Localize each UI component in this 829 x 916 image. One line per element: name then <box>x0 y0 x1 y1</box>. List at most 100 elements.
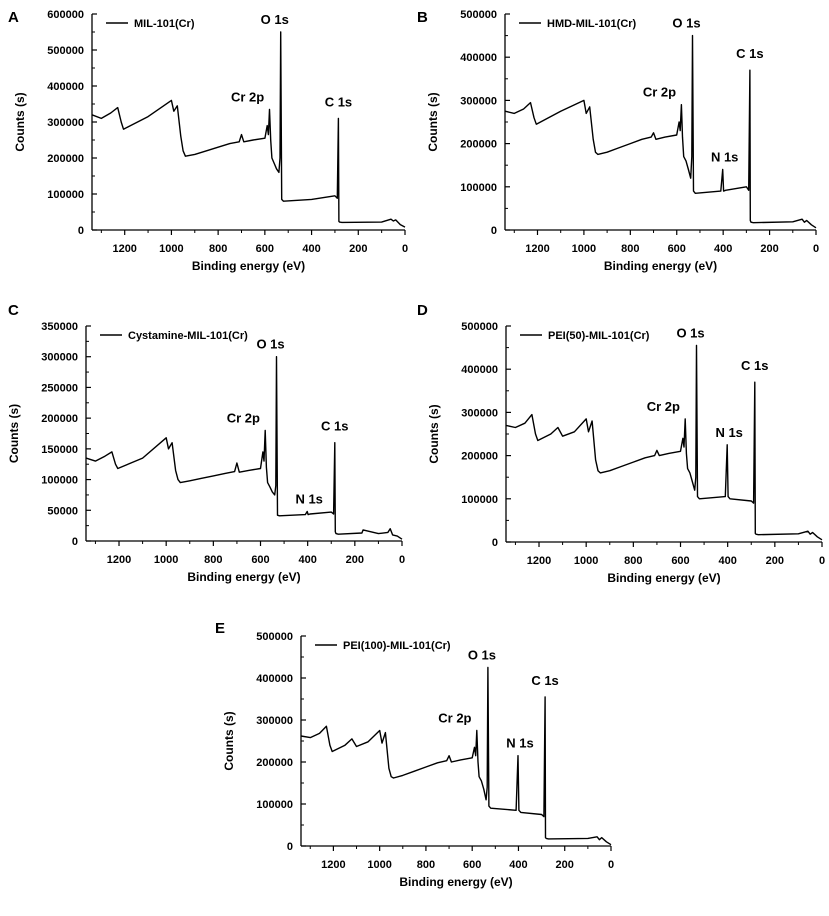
x-tick-label: 800 <box>204 554 222 566</box>
peak-label-cr-2p: Cr 2p <box>647 399 680 414</box>
y-tick-label: 200000 <box>41 413 78 425</box>
spectrum-line-d <box>505 344 823 541</box>
y-axis-title: Counts (s) <box>426 92 440 151</box>
x-axis-title: Binding energy (eV) <box>604 259 717 273</box>
x-tick-label: 1200 <box>525 243 549 255</box>
peak-label-c-1s: C 1s <box>736 46 763 61</box>
x-tick-label: 400 <box>718 555 736 567</box>
legend-label: MIL-101(Cr) <box>134 18 195 30</box>
y-tick-label: 0 <box>72 536 78 548</box>
y-tick-label: 300000 <box>460 95 497 107</box>
y-tick-label: 0 <box>491 225 497 237</box>
y-tick-label: 350000 <box>41 321 78 333</box>
panel-letter-c: C <box>8 302 19 319</box>
y-tick-label: 400000 <box>461 364 498 376</box>
x-tick-label: 600 <box>668 243 686 255</box>
x-tick-label: 0 <box>402 243 408 255</box>
y-axis-title: Counts (s) <box>7 404 21 463</box>
x-tick-label: 1000 <box>154 554 178 566</box>
x-axis-title: Binding energy (eV) <box>187 570 300 584</box>
x-tick-label: 800 <box>624 555 642 567</box>
legend-label: PEI(50)-MIL-101(Cr) <box>548 330 650 342</box>
panel-b: B 0 100000 200000 300000 400000 500000 1200 1000… <box>417 9 819 273</box>
y-tick-label: 300000 <box>47 117 84 129</box>
x-axis-title: Binding energy (eV) <box>607 571 720 585</box>
panel-e: E 0 100000 200000 300000 400000 500000 1200 1000… <box>215 620 614 889</box>
peak-label-o-1s: O 1s <box>256 337 284 352</box>
x-tick-label: 200 <box>766 555 784 567</box>
x-axis-title: Binding energy (eV) <box>399 875 512 889</box>
spectrum-line-c <box>85 356 403 540</box>
panel-letter-b: B <box>417 9 428 26</box>
x-tick-label: 1000 <box>367 859 391 871</box>
peak-label-n-1s: N 1s <box>715 425 742 440</box>
legend-label: Cystamine-MIL-101(Cr) <box>128 330 248 342</box>
x-tick-label: 400 <box>509 859 527 871</box>
panel-c: C 0 50000 100000 150000 200000 250000 300000 350… <box>7 302 405 584</box>
y-tick-label: 100000 <box>460 182 497 194</box>
y-tick-label: 600000 <box>47 9 84 21</box>
x-tick-label: 400 <box>302 243 320 255</box>
y-tick-label: 400000 <box>256 673 293 685</box>
y-tick-label: 100000 <box>47 189 84 201</box>
peak-label-n-1s: N 1s <box>506 736 533 751</box>
peak-label-n-1s: N 1s <box>711 150 738 165</box>
peak-label-o-1s: O 1s <box>676 325 704 340</box>
x-tick-label: 1000 <box>572 243 596 255</box>
x-tick-label: 800 <box>417 859 435 871</box>
x-tick-label: 800 <box>209 243 227 255</box>
x-tick-label: 400 <box>298 554 316 566</box>
peak-label-o-1s: O 1s <box>468 648 496 663</box>
peak-label-c-1s: C 1s <box>531 673 558 688</box>
y-axis-title: Counts (s) <box>222 711 236 770</box>
panel-a: A 0 100000 200000 300000 400000 500000 600000 12… <box>8 9 408 273</box>
y-tick-label: 300000 <box>256 715 293 727</box>
x-tick-label: 200 <box>556 859 574 871</box>
x-tick-label: 1200 <box>321 859 345 871</box>
x-tick-label: 200 <box>346 554 364 566</box>
y-tick-label: 500000 <box>461 321 498 333</box>
x-tick-label: 200 <box>760 243 778 255</box>
x-tick-label: 0 <box>608 859 614 871</box>
y-tick-label: 200000 <box>461 451 498 463</box>
y-tick-label: 200000 <box>256 757 293 769</box>
x-tick-label: 600 <box>671 555 689 567</box>
x-tick-label: 800 <box>621 243 639 255</box>
x-tick-label: 600 <box>256 243 274 255</box>
peak-label-c-1s: C 1s <box>741 358 768 373</box>
y-tick-label: 300000 <box>41 352 78 364</box>
x-axis-title: Binding energy (eV) <box>192 259 305 273</box>
y-tick-label: 50000 <box>47 505 78 517</box>
y-tick-label: 400000 <box>460 52 497 64</box>
peak-label-c-1s: C 1s <box>325 94 352 109</box>
legend-label: PEI(100)-MIL-101(Cr) <box>343 640 451 652</box>
x-tick-label: 1000 <box>159 243 183 255</box>
x-tick-label: 0 <box>399 554 405 566</box>
peak-label-o-1s: O 1s <box>672 16 700 31</box>
x-tick-label: 1200 <box>527 555 551 567</box>
y-tick-label: 100000 <box>256 799 293 811</box>
peak-label-n-1s: N 1s <box>295 492 322 507</box>
x-tick-label: 200 <box>349 243 367 255</box>
panel-letter-a: A <box>8 9 19 26</box>
x-tick-label: 0 <box>819 555 825 567</box>
y-tick-label: 0 <box>78 225 84 237</box>
y-tick-label: 300000 <box>461 407 498 419</box>
y-tick-label: 100000 <box>461 494 498 506</box>
panel-letter-e: E <box>215 620 225 637</box>
spectrum-line-b <box>504 34 817 229</box>
y-tick-label: 150000 <box>41 444 78 456</box>
peak-label-c-1s: C 1s <box>321 419 348 434</box>
spectrum-line-a <box>91 31 406 228</box>
legend-label: HMD-MIL-101(Cr) <box>547 18 637 30</box>
peak-label-cr-2p: Cr 2p <box>643 85 676 100</box>
y-axis-title: Counts (s) <box>427 404 441 463</box>
x-tick-label: 600 <box>463 859 481 871</box>
x-tick-label: 0 <box>813 243 819 255</box>
x-tick-label: 600 <box>251 554 269 566</box>
peak-label-o-1s: O 1s <box>261 12 289 27</box>
panel-letter-d: D <box>417 302 428 319</box>
y-tick-label: 250000 <box>41 382 78 394</box>
y-tick-label: 0 <box>287 841 293 853</box>
